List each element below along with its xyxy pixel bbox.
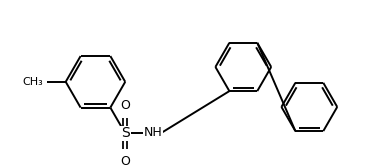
Text: NH: NH <box>144 126 163 139</box>
Text: CH₃: CH₃ <box>23 77 44 87</box>
Text: S: S <box>121 126 130 140</box>
Text: O: O <box>120 99 130 112</box>
Text: O: O <box>120 155 130 168</box>
